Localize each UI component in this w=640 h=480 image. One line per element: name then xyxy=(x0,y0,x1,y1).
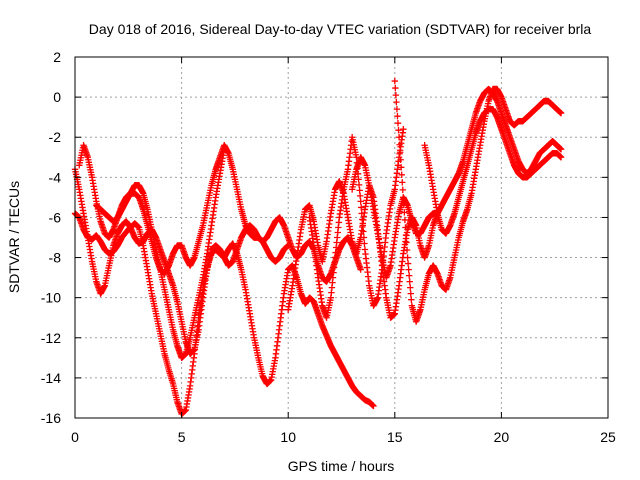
data-point xyxy=(358,204,365,211)
data-point xyxy=(434,210,441,217)
chart-title: Day 018 of 2016, Sidereal Day-to-day VTE… xyxy=(89,21,592,37)
data-point xyxy=(393,98,400,106)
data-point xyxy=(354,165,361,172)
x-axis-label: GPS time / hours xyxy=(288,458,395,474)
y-tick-label: -16 xyxy=(41,410,61,426)
data-point xyxy=(394,119,402,127)
data-point xyxy=(221,146,228,153)
data-point xyxy=(360,234,368,241)
data-point xyxy=(404,260,412,267)
plot-frame xyxy=(74,56,609,419)
data-point xyxy=(401,216,409,224)
data-point xyxy=(285,242,292,249)
data-point xyxy=(392,91,400,99)
data-point xyxy=(358,210,365,217)
y-tick-label: 2 xyxy=(53,49,61,65)
data-point xyxy=(355,181,363,189)
y-tick-label: 0 xyxy=(53,89,61,105)
y-tick-label: -2 xyxy=(49,129,62,145)
y-tick-label: -14 xyxy=(41,370,61,386)
data-point xyxy=(557,146,565,153)
data-point xyxy=(408,296,415,303)
x-tick-label: 10 xyxy=(280,429,296,445)
data-point xyxy=(359,222,367,229)
data-point xyxy=(353,154,360,161)
x-tick-label: 15 xyxy=(387,429,403,445)
series-4 xyxy=(93,146,228,362)
data-point xyxy=(407,284,414,291)
data-point xyxy=(395,127,402,134)
x-tick-label: 20 xyxy=(494,429,510,445)
y-tick-label: -8 xyxy=(49,250,62,266)
y-tick-label: -4 xyxy=(49,169,62,185)
data-point xyxy=(400,201,408,209)
y-tick-label: -6 xyxy=(49,209,62,225)
data-point xyxy=(406,278,413,285)
data-point xyxy=(361,240,368,247)
data-point xyxy=(394,112,401,120)
data-point xyxy=(393,105,401,113)
data-point xyxy=(356,187,363,194)
data-point xyxy=(401,209,408,216)
data-point xyxy=(357,198,364,205)
data-point xyxy=(359,216,366,223)
x-tick-label: 0 xyxy=(71,429,79,445)
x-tick-label: 25 xyxy=(600,429,616,445)
data-layer xyxy=(71,77,565,418)
series-6 xyxy=(391,77,565,325)
data-point xyxy=(398,171,405,179)
series-7 xyxy=(421,105,565,237)
data-point xyxy=(370,402,377,410)
data-point xyxy=(353,159,361,166)
y-tick-label: -10 xyxy=(41,290,61,306)
x-tick-label: 5 xyxy=(178,429,186,445)
data-point xyxy=(407,290,414,297)
data-point xyxy=(400,126,407,133)
data-point xyxy=(405,266,412,273)
y-tick-label: -12 xyxy=(41,330,61,346)
series-9 xyxy=(306,126,407,321)
data-point xyxy=(557,154,565,161)
series-8 xyxy=(285,178,441,321)
data-point xyxy=(399,179,406,186)
data-point xyxy=(400,194,407,201)
data-point xyxy=(392,84,399,92)
data-point xyxy=(360,228,367,235)
data-point xyxy=(405,272,413,279)
data-point xyxy=(357,266,364,273)
data-point xyxy=(399,186,406,194)
data-point xyxy=(354,170,362,178)
data-point xyxy=(391,77,398,85)
y-axis-label: SDTVAR / TECUs xyxy=(6,181,22,293)
data-point xyxy=(356,192,364,200)
data-point xyxy=(355,176,362,183)
data-point xyxy=(557,109,565,117)
